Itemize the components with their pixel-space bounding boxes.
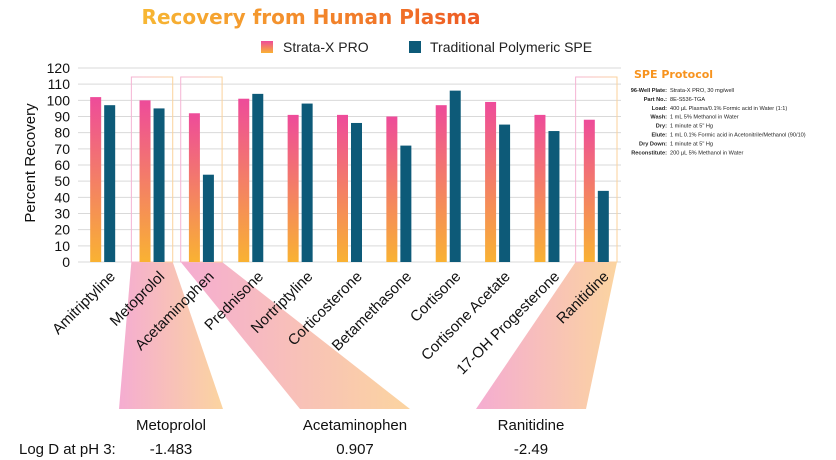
protocol-key-0: 96-Well Plate:: [631, 88, 667, 94]
bar-traditional-betamethasone: [400, 145, 412, 262]
fan-ranitidine: [476, 262, 617, 409]
bar-traditional-amitriptyline: [104, 105, 116, 262]
logd-value-2: 0.907: [336, 441, 374, 458]
highlight-boxes: [130, 76, 618, 263]
bar-traditional-corticosterone: [351, 122, 362, 262]
bar-traditional-prednisone: [252, 93, 264, 262]
protocol-value-2: 400 µL Plasma/0.1% Formic acid in Water …: [670, 106, 787, 112]
y-tick-110: 110: [48, 76, 71, 92]
logd-name-2: Acetaminophen: [303, 417, 407, 434]
logd-name-1: Metoprolol: [136, 417, 206, 434]
bar-strata-metoprolol: [139, 100, 151, 262]
protocol-key-4: Dry:: [656, 124, 667, 130]
bar-traditional-acetaminophen: [202, 174, 214, 262]
bar-traditional-nortriptyline: [301, 103, 313, 262]
category-label-cortisone-acetate: Cortisone Acetate: [418, 268, 514, 364]
bar-strata-corticosterone: [337, 114, 348, 262]
highlight-fans: [119, 262, 617, 409]
bar-strata-prednisone: [238, 98, 250, 262]
logd-section: Log D at pH 3: Metoprolol -1.483 Acetami…: [19, 417, 564, 458]
legend-label-traditional: Traditional Polymeric SPE: [430, 39, 592, 55]
bar-strata-cortisone-acetate: [485, 101, 497, 262]
bar-strata-cortisone: [435, 105, 447, 262]
chart-title: Recovery from Human Plasma: [142, 5, 481, 29]
y-tick-20: 20: [54, 222, 70, 238]
highlight-box-ranitidine: [575, 76, 618, 263]
protocol-key-2: Load:: [652, 106, 667, 112]
protocol-value-0: Strata-X PRO, 30 mg/well: [670, 88, 734, 94]
protocol-title: SPE Protocol: [634, 68, 713, 81]
legend: Strata-X PRO Traditional Polymeric SPE: [261, 39, 592, 55]
y-tick-90: 90: [54, 109, 70, 125]
bar-traditional-metoprolol: [153, 108, 165, 263]
protocol-value-6: 1 minute at 5" Hg: [670, 141, 713, 147]
legend-swatch-traditional: [409, 41, 421, 53]
logd-value-1: -1.483: [150, 441, 193, 458]
protocol-value-3: 1 mL 5% Methanol in Water: [670, 115, 739, 121]
protocol-key-5: Elute:: [651, 133, 667, 139]
logd-value-3: -2.49: [514, 441, 548, 458]
protocol-key-1: Part No.:: [644, 97, 667, 103]
protocol-value-4: 1 minute at 5" Hg: [670, 124, 713, 130]
fan-acetaminophen: [180, 262, 410, 409]
protocol-key-7: Reconstitute:: [631, 150, 667, 156]
bar-strata-betamethasone: [386, 116, 398, 262]
category-label-amitriptyline: Amitriptyline: [49, 268, 119, 338]
y-tick-100: 100: [47, 92, 71, 108]
logd-name-3: Ranitidine: [498, 417, 565, 434]
y-tick-10: 10: [54, 238, 70, 254]
bar-strata-ranitidine: [583, 119, 595, 262]
y-tick-120: 120: [47, 60, 71, 76]
bar-strata-acetaminophen: [188, 113, 200, 263]
protocol-key-3: Wash:: [650, 115, 667, 121]
bar-traditional-17-oh-progesterone: [548, 131, 560, 262]
bar-traditional-cortisone: [449, 90, 461, 262]
highlight-box-metoprolol: [130, 76, 174, 263]
fan-metoprolol: [119, 262, 223, 409]
bars: [90, 90, 609, 263]
y-tick-80: 80: [54, 125, 70, 141]
bar-strata-nortriptyline: [287, 114, 299, 262]
protocol-value-7: 200 µL 5% Methanol in Water: [670, 150, 744, 156]
y-tick-30: 30: [54, 206, 70, 222]
spe-protocol-panel: SPE Protocol 96-Well Plate: Strata-X PRO,…: [631, 68, 806, 156]
logd-label: Log D at pH 3:: [19, 441, 116, 458]
y-axis-label: Percent Recovery: [22, 103, 39, 223]
bar-traditional-ranitidine: [597, 190, 609, 262]
protocol-key-6: Dry Down:: [639, 141, 667, 147]
y-tick-40: 40: [54, 189, 70, 205]
legend-swatch-strata: [261, 41, 273, 53]
legend-label-strata: Strata-X PRO: [283, 39, 369, 55]
bar-strata-amitriptyline: [90, 97, 102, 262]
y-tick-0: 0: [62, 254, 70, 270]
bar-traditional-cortisone-acetate: [499, 124, 511, 262]
protocol-value-5: 1 mL 0.1% Formic acid in Acetonitrile/Me…: [670, 133, 806, 139]
highlight-box-acetaminophen: [180, 76, 223, 263]
y-tick-70: 70: [54, 141, 70, 157]
gridlines: [78, 67, 621, 263]
protocol-value-1: 8E-S536-TGA: [670, 97, 705, 103]
y-tick-60: 60: [54, 157, 70, 173]
y-tick-50: 50: [54, 173, 70, 189]
bar-strata-17-oh-progesterone: [534, 114, 546, 262]
